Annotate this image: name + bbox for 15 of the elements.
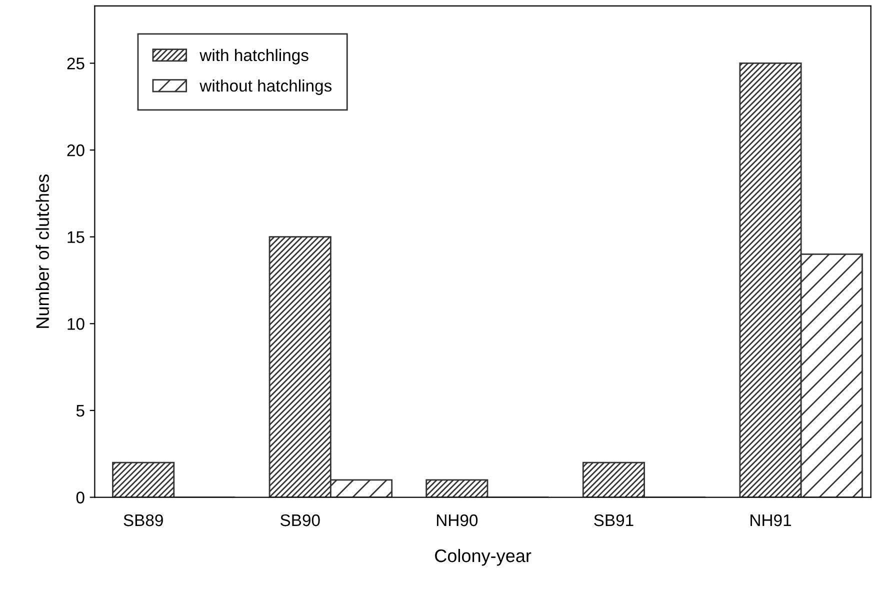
- y-tick-label: 20: [67, 144, 84, 156]
- x-tick-label: SB90: [280, 514, 320, 526]
- y-tick-label: 15: [68, 231, 84, 244]
- legend-label: without hatchlings: [200, 79, 332, 95]
- x-tick-label: NH90: [436, 514, 478, 526]
- x-tick-label: SB89: [124, 514, 163, 526]
- y-axis-title: Number of clutches: [36, 174, 49, 328]
- y-tick-label: 5: [76, 405, 84, 417]
- legend-label: with hatchlings: [200, 48, 308, 64]
- y-tick-label: 25: [67, 58, 84, 70]
- x-axis-title: Colony-year: [435, 548, 532, 566]
- y-tick-label: 10: [68, 318, 84, 330]
- x-tick-label: NH91: [750, 514, 792, 526]
- x-tick-label: SB91: [594, 514, 634, 526]
- y-tick-label: 0: [76, 492, 84, 504]
